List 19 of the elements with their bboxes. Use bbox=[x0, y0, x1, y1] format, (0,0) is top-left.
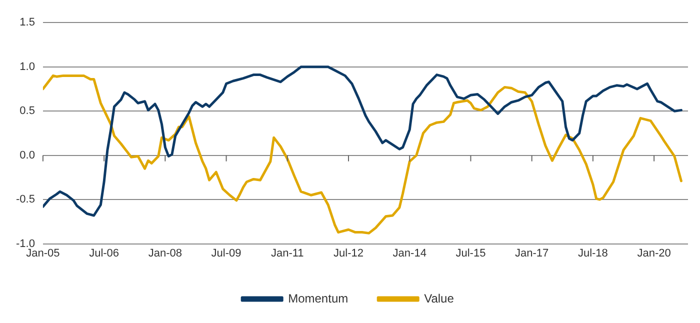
x-tick-label: Jul-15 bbox=[456, 247, 486, 260]
x-tick-label: Jul-06 bbox=[89, 247, 120, 260]
y-tick-label: 0.5 bbox=[20, 105, 35, 118]
legend-label: Value bbox=[424, 291, 454, 306]
y-tick-label: -1.0 bbox=[16, 238, 35, 250]
x-tick-label: Jan-20 bbox=[637, 247, 671, 260]
x-tick-label: Jan-11 bbox=[270, 247, 304, 260]
y-tick-label: 0.0 bbox=[20, 149, 35, 162]
x-tick-label: Jan-14 bbox=[392, 247, 426, 260]
x-tick-label: Jan-08 bbox=[148, 247, 182, 260]
x-tick-label: Jul-09 bbox=[211, 247, 242, 260]
x-tick-label: Jul-12 bbox=[334, 247, 364, 260]
x-tick-label: Jan-17 bbox=[515, 247, 549, 260]
y-tick-label: -0.5 bbox=[16, 194, 35, 206]
legend-label: Momentum bbox=[288, 291, 348, 306]
y-tick-label: 1.0 bbox=[20, 60, 35, 73]
y-tick-label: 1.5 bbox=[20, 16, 35, 29]
x-tick-label: Jul-18 bbox=[578, 247, 608, 260]
x-tick-label: Jan-05 bbox=[26, 247, 60, 260]
